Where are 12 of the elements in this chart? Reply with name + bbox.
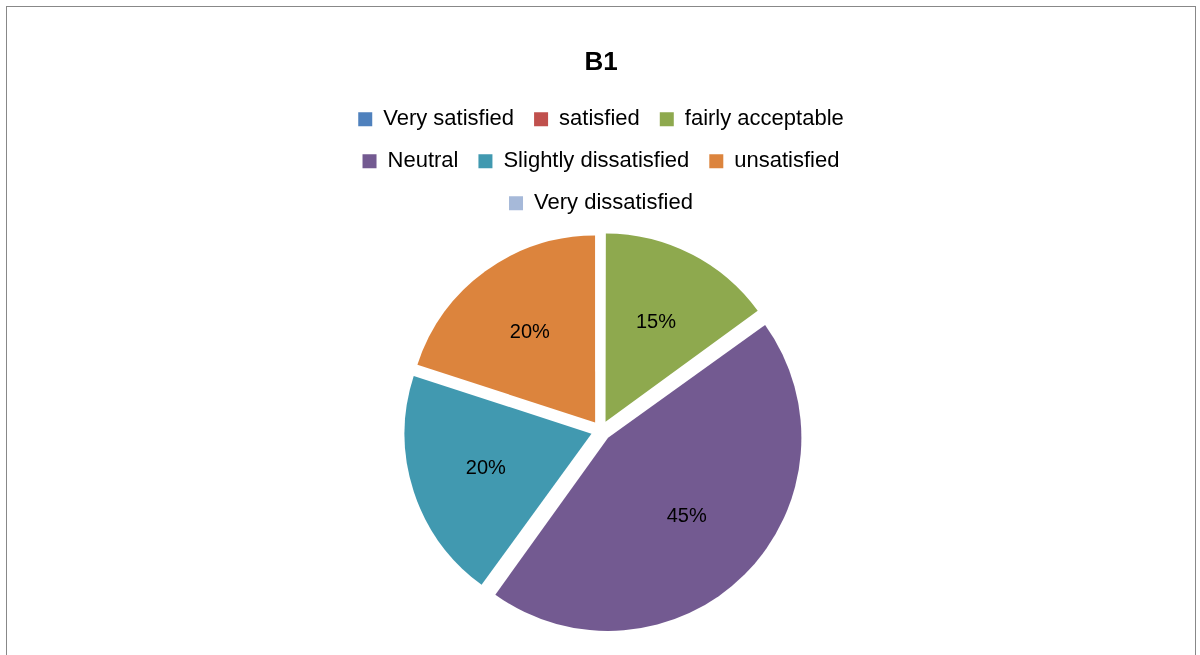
data-label: 20% [465,455,506,478]
legend-label: fairly acceptable [684,105,844,131]
legend-label: unsatisfied [734,147,840,173]
legend-label: Slightly dissatisfied [503,147,690,173]
data-label: 15% [635,310,677,333]
legend-label: Neutral [387,147,459,173]
data-label: 20% [509,320,551,343]
chart-title: B1 [584,45,618,76]
legend-label: Very satisfied [383,105,515,131]
legend-label: Very dissatisfied [534,189,693,215]
legend-label: satisfied [559,105,640,131]
data-label: 45% [666,503,707,526]
